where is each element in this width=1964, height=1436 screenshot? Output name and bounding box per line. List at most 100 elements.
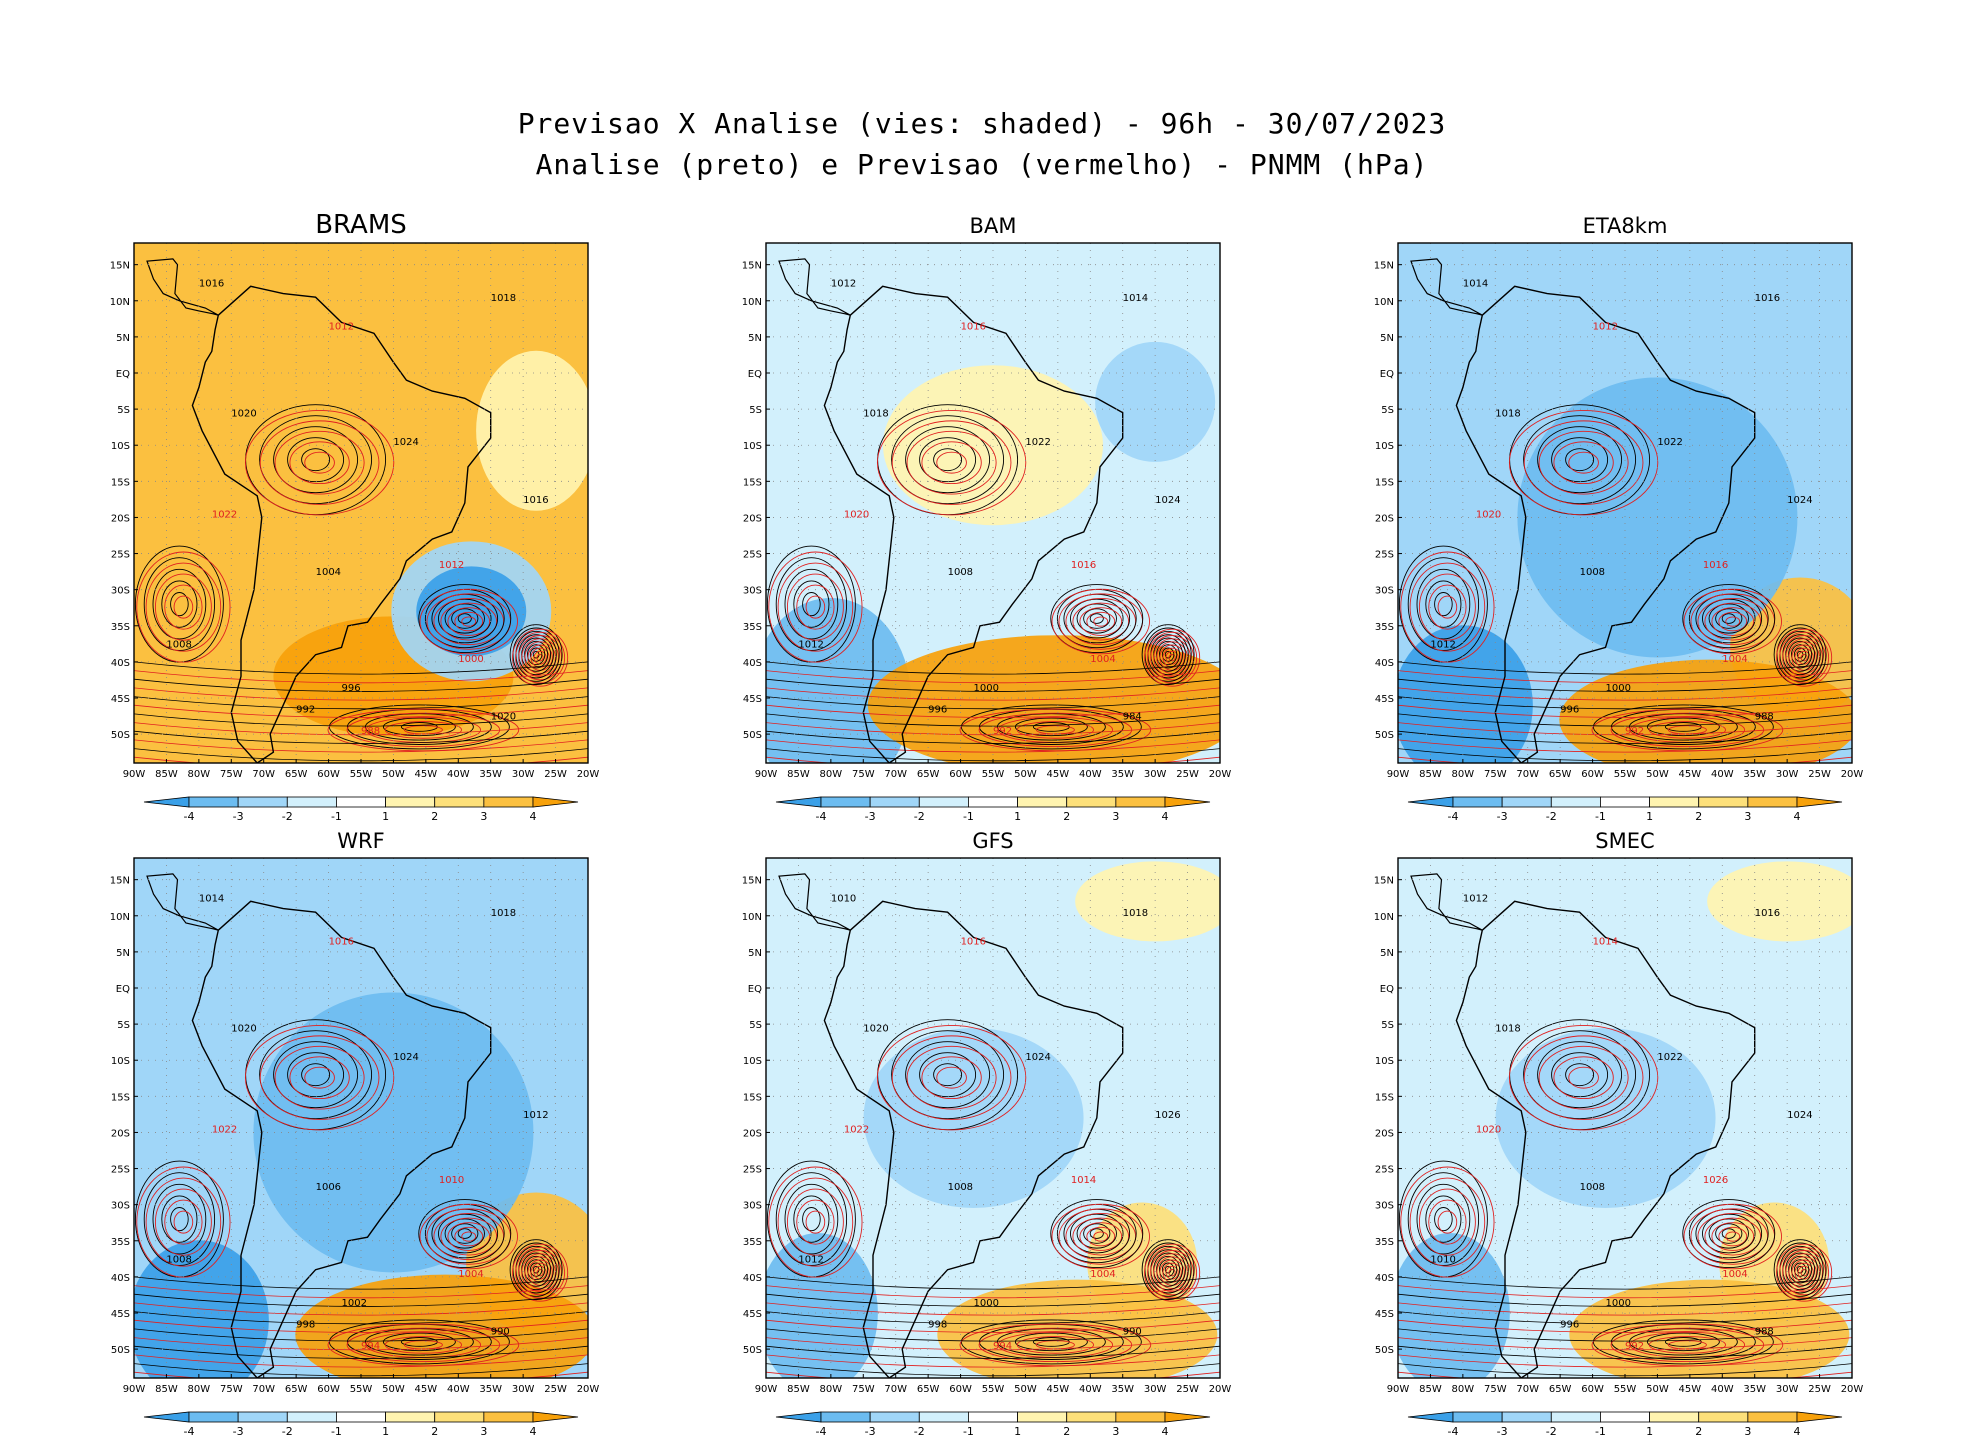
lat-tick-label: 10S [111,1056,130,1067]
colorbar-tick-label: 2 [1695,810,1702,823]
forecast-isobar [1779,631,1830,684]
forecast-isobar [521,638,559,678]
analysis-isobar [1398,661,1852,675]
analysis-isobar [1682,584,1776,654]
analysis-isobar [905,1041,991,1109]
lat-tick-label: 45S [111,694,130,705]
analysis-isobar [766,1345,1220,1359]
forecast-isobar [244,409,395,516]
isobar-label: 1020 [844,509,869,520]
forecast-isobar [1016,721,1094,739]
isobar-label: 1014 [1071,1175,1096,1186]
bias-blob [766,1233,878,1378]
lon-tick-label: 55W [982,769,1005,780]
analysis-isobar [524,640,549,669]
lon-tick-label: 30W [1144,769,1167,780]
lat-tick-label: 35S [111,622,130,633]
colorbar-tick-label: -3 [1497,810,1508,823]
colorbar-segment [1115,1411,1166,1423]
lat-tick-label: 40S [1375,658,1394,669]
colorbar-tick-label: -4 [1448,810,1459,823]
analysis-isobar [1790,644,1810,666]
lat-tick-label: 5S [117,1020,130,1031]
isobar-label: 1004 [316,567,341,578]
isobar-label: 1016 [961,322,986,333]
lon-tick-label: 25W [544,769,567,780]
colorbar-tick-label: 1 [382,810,389,823]
lon-tick-label: 65W [917,769,940,780]
forecast-isobar [1398,722,1852,736]
analysis-isobar [134,1276,588,1290]
analysis-isobar [1565,448,1595,472]
forecast-isobar [536,654,544,662]
analysis-isobar [1083,1223,1111,1244]
forecast-isobar [766,704,1220,718]
colorbar-segment [1501,1411,1552,1423]
forecast-isobar [1144,1243,1201,1302]
analysis-isobar [143,557,216,651]
forecast-isobar [1168,654,1176,662]
forecast-isobar [1779,1246,1830,1299]
colorbar-tick-label: -1 [1595,1425,1606,1436]
lat-tick-label: 5N [116,333,130,344]
isobar-label: 998 [296,1319,315,1330]
forecast-isobar [1072,602,1130,641]
lat-tick-label: 15N [1374,261,1394,272]
analysis-isobar [1790,1259,1810,1281]
forecast-isobar [536,1269,544,1277]
lat-tick-label: 15S [1375,477,1394,488]
isobar-label: 1018 [1123,908,1148,919]
lon-tick-label: 75W [1484,769,1507,780]
lon-tick-label: 65W [285,769,308,780]
isobar-label: 1020 [231,408,256,419]
analysis-isobar [382,717,456,737]
isobar-label: 1012 [523,1110,548,1121]
isobar-label: 1012 [1593,322,1618,333]
analysis-isobar [1434,592,1453,617]
lat-tick-label: 35S [743,1237,762,1248]
panel-eta8km: ETA8km 1014 1012 1016 1018 1020 1022 1024 1016 10… [1374,214,1864,823]
analysis-isobar [1537,426,1623,494]
forecast-isobar [244,1024,395,1131]
forecast-isobar [766,670,1220,684]
colorbar-tick-label: -2 [1546,810,1557,823]
lon-tick-label: 60W [1581,1384,1604,1395]
analysis-isobar [259,1030,373,1120]
lon-tick-label: 25W [544,1384,567,1395]
forecast-isobar [766,739,1220,753]
analysis-isobar [1523,1030,1637,1120]
isobar-label: 1016 [1703,560,1728,571]
forecast-isobar [134,739,588,753]
analysis-isobar [1398,1276,1852,1290]
bias-field [766,858,1220,1378]
isobar-label: 1012 [329,322,354,333]
forecast-isobar [134,1285,588,1299]
lon-tick-label: 60W [317,1384,340,1395]
forecast-isobar [1776,628,1833,687]
analysis-isobar [438,598,492,639]
lon-tick-label: 35W [1743,769,1766,780]
analysis-isobar [444,1218,485,1249]
lat-tick-label: 10S [743,1056,762,1067]
isobar-label: 1008 [166,1254,191,1265]
analysis-isobar [802,592,821,617]
figure-title-line2: Analise (preto) e Previsao (vermelho) - … [535,148,1429,181]
analysis-isobar [996,713,1106,741]
bias-blob [863,1028,1084,1208]
analysis-isobar [1537,1041,1623,1109]
analysis-isobar [960,704,1142,750]
bias-field [134,243,588,763]
colorbar-segment [188,796,239,808]
forecast-isobar [515,631,566,684]
isobar-label: 1024 [393,1052,418,1063]
lat-tick-label: 15S [1375,1092,1394,1103]
isobar-label: 1000 [974,683,999,694]
isobar-label: 1012 [1463,893,1488,904]
analysis-isobar [273,426,359,494]
forecast-isobar [1168,1269,1176,1277]
analysis-isobar [1070,598,1124,639]
coastline-central-america [1410,873,1483,931]
colorbar-tick-label: -2 [1546,1425,1557,1436]
colorbar-tick-label: -4 [184,1425,195,1436]
lat-tick-label: 40S [111,658,130,669]
